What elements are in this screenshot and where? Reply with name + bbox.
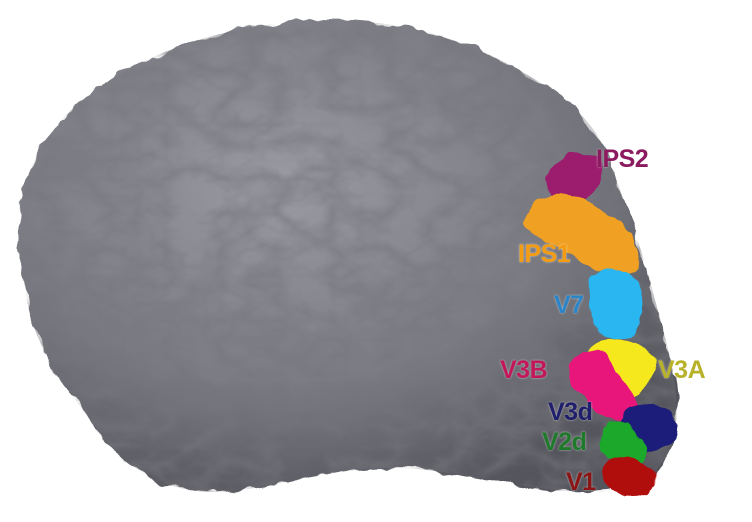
visual-area-v7 [588, 272, 645, 339]
visual-area-v3b [568, 352, 642, 425]
visual-area-ips1 [525, 193, 640, 277]
label-v3b: V3B [500, 356, 548, 384]
label-ips2: IPS2 [596, 145, 649, 173]
visual-area-ips2 [547, 152, 602, 203]
label-v2d: V2d [542, 428, 587, 456]
label-v3d: V3d [548, 398, 593, 426]
visual-area-v1 [604, 456, 656, 500]
label-v3a: V3A [658, 356, 706, 384]
label-v7: V7 [554, 291, 584, 319]
visual-area-v2d [599, 423, 650, 466]
label-v1: V1 [566, 468, 596, 496]
label-ips1: IPS1 [518, 240, 571, 268]
